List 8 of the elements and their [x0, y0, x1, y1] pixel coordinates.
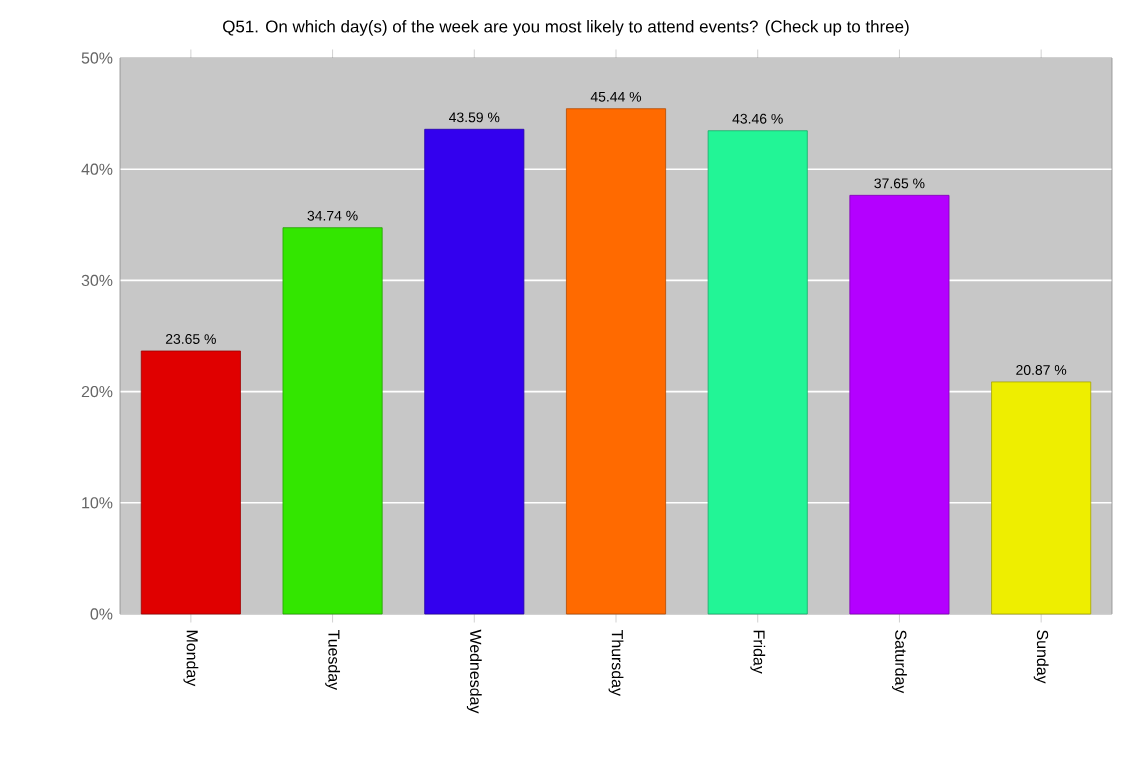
chart-title: Q51. On which day(s) of the week are you most likely to attend events? (Check up to three): [223, 20, 909, 36]
bar: [282, 227, 383, 615]
bar: [140, 350, 241, 615]
bar: [707, 130, 808, 615]
bar: [424, 128, 525, 615]
bar: [849, 194, 950, 615]
bar: [991, 381, 1092, 615]
bar: [566, 108, 667, 615]
